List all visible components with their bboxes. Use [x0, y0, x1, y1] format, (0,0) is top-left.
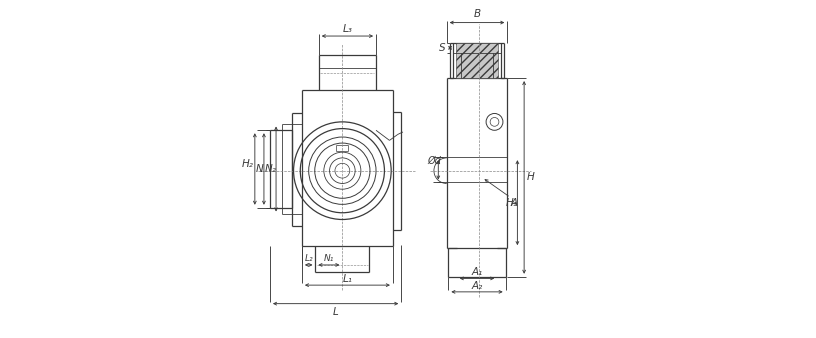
- Text: A₂: A₂: [472, 281, 482, 291]
- Text: H₁: H₁: [505, 198, 517, 208]
- Text: N: N: [256, 164, 264, 174]
- Text: S: S: [439, 43, 446, 53]
- Text: L: L: [333, 307, 339, 317]
- Text: A₁: A₁: [472, 267, 482, 277]
- Text: A: A: [511, 198, 517, 208]
- Text: B: B: [473, 9, 481, 19]
- Text: L₂: L₂: [304, 255, 313, 263]
- Text: H₂: H₂: [242, 159, 254, 169]
- Text: N₁: N₁: [324, 255, 334, 263]
- Text: Ød: Ød: [427, 155, 441, 166]
- Text: N₂: N₂: [265, 164, 277, 174]
- Text: L₁: L₁: [343, 274, 353, 284]
- Text: L₃: L₃: [343, 24, 353, 34]
- Text: H: H: [526, 172, 534, 183]
- Polygon shape: [456, 43, 498, 78]
